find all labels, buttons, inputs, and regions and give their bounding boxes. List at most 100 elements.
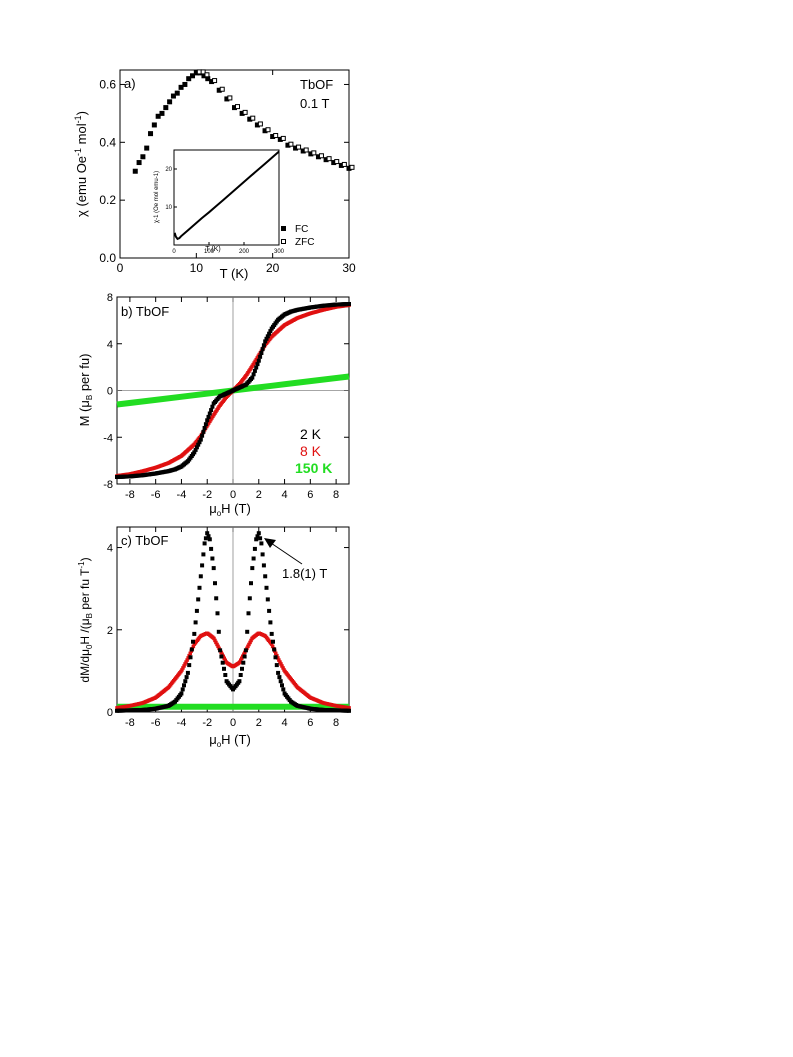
- panel-c-point-8k: [239, 658, 243, 662]
- legend-fc-marker: [281, 226, 286, 231]
- zfc-point: [250, 115, 256, 121]
- panel-b-xtick-label: 4: [281, 489, 287, 501]
- fc-point: [155, 113, 161, 119]
- zfc-point: [288, 141, 294, 147]
- panel-c-label: c) TbOF: [121, 533, 168, 548]
- fc-point: [190, 73, 196, 79]
- fc-point: [308, 151, 314, 157]
- fc-point: [247, 116, 253, 122]
- panel-a-xtick-label: 20: [266, 261, 280, 275]
- panel-c-xtick-label: 6: [307, 717, 313, 729]
- panel-c-point-8k: [214, 640, 218, 645]
- panel-c-point-2k: [276, 670, 281, 675]
- fc-point: [232, 105, 237, 111]
- zfc-point: [200, 69, 206, 75]
- panel-b-xtick-label: -6: [151, 489, 161, 501]
- panel-c-point-2k: [200, 563, 205, 568]
- panel-c-point-8k: [223, 658, 227, 662]
- fc-point: [170, 93, 176, 99]
- panel-c-ytick-label: 2: [107, 625, 113, 637]
- panel-b-xtick-label: -4: [177, 489, 187, 501]
- panel-a-xtick-label: 10: [190, 261, 204, 275]
- legend-2k: 2 K: [300, 426, 322, 442]
- panel-c-point-8k: [216, 644, 220, 649]
- panel-c-point-8k: [188, 651, 192, 656]
- panel-c-point-2k: [203, 536, 208, 541]
- panel-a-annotation-field: 0.1 T: [300, 96, 329, 111]
- inset-xtick-label: 100: [204, 249, 215, 255]
- panel-c-point-2k: [238, 673, 243, 677]
- panel-c-point-2k: [240, 666, 244, 671]
- panel-a-ylabel-part-2: mol: [74, 123, 89, 148]
- panel-c-point-2k: [252, 546, 257, 551]
- panel-c-point-8k: [240, 656, 244, 660]
- panel-b-point-2k: [268, 329, 273, 334]
- panel-c-point-8k: [249, 638, 253, 643]
- panel-c-point-2k: [223, 673, 228, 677]
- panel-c-point-2k: [251, 556, 256, 561]
- panel-c-xtick-label: -2: [202, 717, 212, 729]
- fc-point: [193, 70, 199, 76]
- panel-c-point-2k: [214, 596, 219, 601]
- panel-a-xtick-label: 0: [117, 261, 124, 275]
- panel-b-point-2k: [196, 442, 201, 447]
- fc-point: [323, 157, 329, 163]
- panel-c-point-8k: [181, 666, 185, 670]
- panel-b-legend: 2 K 8 K 150 K: [295, 426, 332, 476]
- fc-point: [262, 128, 268, 134]
- panel-a-ylabel-part-1: χ (emu Oe: [74, 156, 89, 217]
- panel-c-point-2k: [198, 574, 203, 579]
- zfc-point: [334, 159, 340, 165]
- panel-c-ylabel: dM/dμ0H /(μB per fu T-1): [77, 557, 94, 682]
- panel-c-point-2k: [187, 663, 192, 668]
- panel-c-point-2k: [182, 683, 186, 688]
- zfc-point: [280, 135, 286, 141]
- panel-c-point-2k: [188, 655, 193, 660]
- panel-c-point-2k: [216, 629, 221, 634]
- panel-c-point-8k: [347, 706, 351, 710]
- panel-b-ytick-label: 8: [107, 292, 113, 304]
- panel-c-point-2k: [258, 536, 263, 541]
- panel-c-ytick-label: 0: [107, 707, 113, 719]
- fc-point: [144, 145, 150, 151]
- panel-a-xlabel: T (K): [220, 266, 249, 281]
- panel-c-point-8k: [184, 660, 188, 664]
- panel-c-point-2k: [247, 596, 252, 601]
- panel-b-xtick-label: 2: [256, 489, 262, 501]
- panel-c-point-2k: [192, 631, 197, 636]
- panel-c-axes: -8 -6 -4 -2 0 2 4 6 8 0 2 4: [107, 527, 349, 729]
- panel-a-ytick-label: 0.0: [99, 251, 116, 265]
- panel-c-point-8k: [191, 644, 196, 649]
- panel-c-point-2k: [189, 647, 194, 652]
- panel-b-point-2k: [267, 331, 272, 336]
- legend-150k: 150 K: [295, 460, 332, 476]
- panel-c-point-2k: [220, 660, 225, 665]
- panel-b-point-2k: [260, 347, 265, 352]
- fc-point: [167, 99, 173, 105]
- fc-point: [163, 105, 169, 111]
- zfc-point: [296, 144, 302, 150]
- panel-c-point-8k: [280, 664, 284, 668]
- panel-c-point-2k: [243, 648, 248, 653]
- panel-c-point-2k: [222, 666, 226, 671]
- fc-point: [151, 122, 157, 128]
- zfc-point: [318, 153, 324, 159]
- panel-c-point-2k: [197, 585, 202, 590]
- panel-b-point-2k: [263, 339, 268, 344]
- inset-data-line: [173, 150, 280, 241]
- panel-c-point-8k: [242, 652, 246, 656]
- panel-c-point-8k: [185, 658, 189, 662]
- panel-c-point-8k: [222, 656, 226, 660]
- panel-b-ytick-label: -8: [103, 479, 113, 491]
- panel-b-point-2k: [197, 440, 202, 445]
- panel-c-point-2k: [210, 556, 215, 561]
- panel-b-xtick-label: -8: [125, 489, 135, 501]
- panel-a-label: a): [124, 76, 136, 91]
- panel-b-point-2k: [254, 365, 259, 370]
- fc-point: [224, 96, 230, 102]
- panel-b-point-2k: [252, 368, 257, 373]
- legend-zfc-label: ZFC: [295, 237, 314, 248]
- panel-b-point-2k: [200, 433, 205, 438]
- panel-c-point-2k: [265, 597, 270, 602]
